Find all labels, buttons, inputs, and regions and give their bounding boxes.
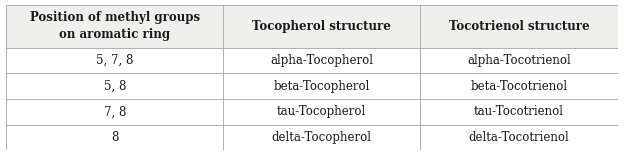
Text: Position of methyl groups
on aromatic ring: Position of methyl groups on aromatic ri… [30,11,200,41]
Text: tau-Tocopherol: tau-Tocopherol [277,105,366,118]
Bar [6,73,618,99]
Text: 5, 8: 5, 8 [104,80,126,93]
Text: delta-Tocotrienol: delta-Tocotrienol [469,131,569,144]
Bar [6,5,618,48]
Text: beta-Tocopherol: beta-Tocopherol [273,80,370,93]
Text: beta-Tocotrienol: beta-Tocotrienol [470,80,568,93]
Bar [6,48,618,73]
Text: tau-Tocotrienol: tau-Tocotrienol [474,105,564,118]
Text: Tocopherol structure: Tocopherol structure [252,20,391,33]
Text: 8: 8 [111,131,119,144]
Bar [6,125,618,150]
Text: alpha-Tocopherol: alpha-Tocopherol [270,54,373,67]
Bar [6,99,618,125]
Text: 5, 7, 8: 5, 7, 8 [96,54,134,67]
Text: 7, 8: 7, 8 [104,105,126,118]
Text: Tocotrienol structure: Tocotrienol structure [449,20,589,33]
Text: alpha-Tocotrienol: alpha-Tocotrienol [467,54,571,67]
Text: delta-Tocopherol: delta-Tocopherol [272,131,372,144]
